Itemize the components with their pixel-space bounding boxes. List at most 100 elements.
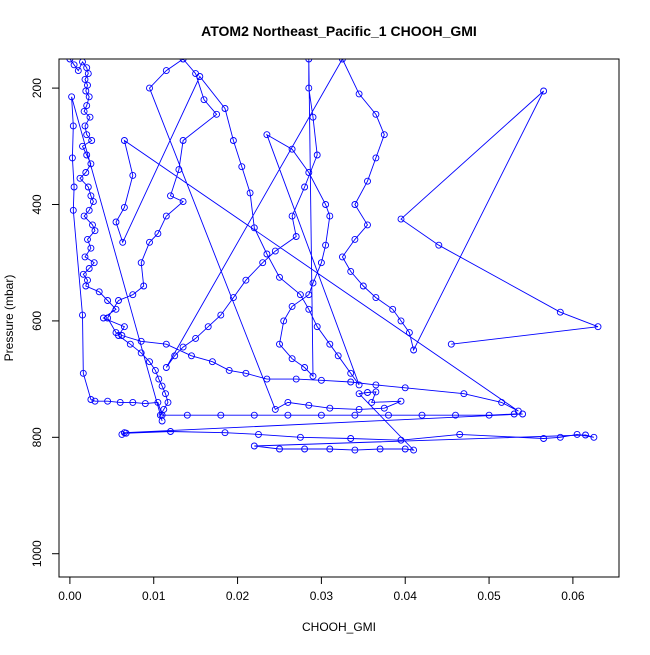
data-point [397, 215, 405, 223]
data-point [86, 113, 94, 121]
data-point [292, 375, 300, 383]
data-point [410, 446, 418, 454]
data-point [582, 431, 589, 439]
data-point [69, 122, 77, 130]
data-point [364, 177, 371, 185]
data-point [126, 340, 134, 348]
data-point [83, 151, 91, 159]
data-point [118, 332, 126, 339]
data-point [452, 411, 459, 419]
data-point [188, 352, 195, 360]
data-point [74, 67, 82, 75]
data-point [137, 259, 145, 267]
data-point [347, 378, 355, 386]
y-axis-label: Pressure (mbar) [2, 275, 16, 362]
data-point [418, 411, 426, 419]
data-point [250, 442, 258, 450]
data-point [229, 137, 237, 144]
x-tick-label: 0.05 [477, 589, 501, 603]
data-point [347, 369, 355, 377]
x-tick-label: 0.02 [226, 589, 250, 603]
data-point [276, 340, 283, 348]
data-point [364, 389, 371, 396]
data-point [460, 390, 468, 398]
data-point [372, 388, 380, 396]
data-point [119, 238, 127, 246]
data-point [76, 174, 84, 182]
data-point [301, 364, 309, 371]
data-point [284, 411, 292, 419]
data-point [397, 317, 405, 325]
data-point [305, 59, 313, 63]
data-point [91, 227, 99, 235]
data-point [120, 203, 128, 211]
data-point [104, 397, 112, 405]
data-point [151, 366, 159, 374]
data-point [288, 302, 296, 310]
data-point [351, 201, 359, 208]
data-point [301, 445, 309, 453]
data-point [80, 107, 88, 115]
data-point [347, 435, 355, 442]
data-point [255, 430, 262, 438]
data-point [305, 401, 313, 409]
data-point [200, 96, 208, 104]
data-point [351, 446, 359, 454]
data-point [87, 160, 95, 168]
data-point [380, 404, 388, 412]
data-point [288, 212, 296, 220]
data-point [162, 390, 169, 398]
data-point [317, 259, 325, 267]
data-point [83, 131, 91, 139]
data-point [179, 198, 187, 206]
data-point [514, 407, 522, 415]
data-point [140, 282, 148, 290]
data-point [263, 375, 271, 383]
data-point [146, 238, 153, 246]
data-point [326, 212, 334, 220]
data-point [338, 253, 346, 261]
data-point [401, 445, 409, 453]
data-point [276, 445, 283, 453]
data-point [288, 145, 296, 153]
data-point [401, 384, 409, 392]
data-point [82, 87, 90, 95]
data-point [405, 329, 413, 337]
data-point [385, 411, 392, 419]
data-point [322, 241, 330, 249]
data-point [162, 364, 170, 371]
data-point [263, 250, 271, 258]
series-line [69, 59, 599, 451]
data-point [85, 93, 93, 101]
data-point [196, 73, 204, 80]
data-point [167, 428, 174, 435]
data-point [79, 142, 86, 150]
data-point [301, 183, 309, 191]
data-point [397, 397, 405, 405]
data-point [540, 87, 548, 95]
data-point [85, 265, 93, 272]
data-point [305, 305, 313, 313]
data-point [79, 311, 86, 319]
data-point [368, 398, 376, 406]
data-point [87, 192, 95, 200]
data-point [313, 151, 321, 159]
data-point [556, 433, 564, 441]
data-point [347, 267, 355, 275]
y-tick-label: 600 [30, 311, 44, 331]
data-point [164, 398, 172, 406]
data-point [372, 294, 380, 302]
data-point [435, 241, 443, 249]
data-point [175, 166, 183, 174]
data-point [79, 369, 87, 377]
data-point [81, 122, 89, 130]
data-point [309, 279, 317, 287]
x-tick-label: 0.03 [310, 589, 334, 603]
data-point [120, 323, 128, 331]
data-point [242, 369, 250, 377]
data-point [410, 346, 418, 354]
data-point [95, 288, 103, 296]
data-point [225, 366, 233, 374]
